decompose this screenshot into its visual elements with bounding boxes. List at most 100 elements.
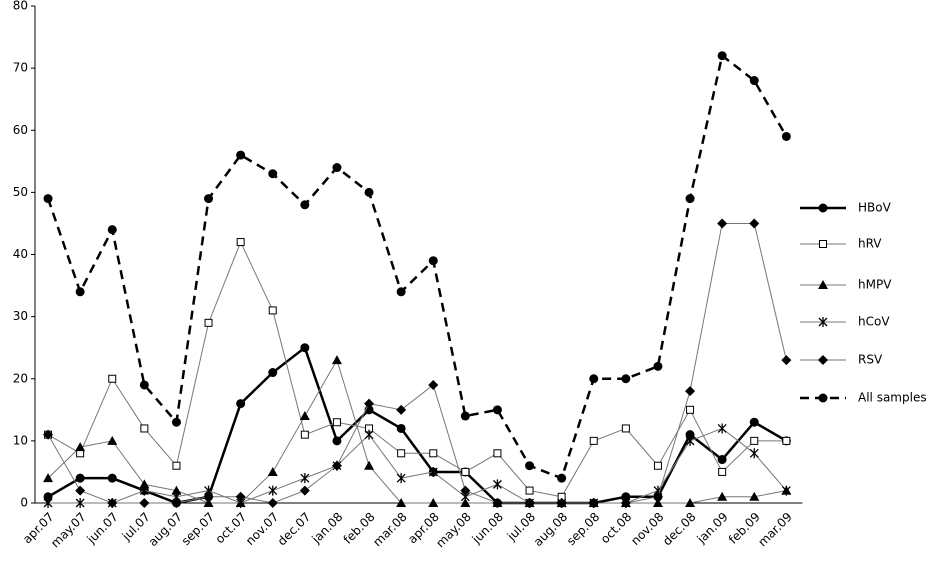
marker [107, 473, 117, 483]
marker [171, 498, 182, 508]
marker [749, 417, 759, 427]
marker [685, 435, 695, 446]
marker [299, 411, 310, 421]
marker [204, 318, 213, 327]
marker [203, 498, 214, 507]
series-line [48, 427, 787, 504]
marker [396, 473, 406, 484]
marker [653, 361, 663, 371]
marker [685, 386, 696, 397]
marker [139, 498, 150, 508]
marker [428, 498, 439, 507]
marker [300, 430, 309, 439]
legend-marker [818, 393, 828, 403]
marker [364, 429, 374, 440]
marker [332, 418, 341, 427]
legend-marker [818, 203, 828, 213]
marker [267, 466, 278, 476]
marker [492, 498, 503, 508]
marker [75, 473, 85, 483]
x-tick-label: jan.08 [309, 510, 346, 547]
marker [332, 163, 342, 173]
marker [652, 491, 663, 502]
x-tick-label: aug.07 [146, 510, 185, 549]
series-line [46, 53, 788, 480]
legend-marker [818, 280, 828, 289]
marker [717, 51, 727, 61]
marker [331, 460, 342, 471]
marker [717, 218, 728, 229]
marker [717, 423, 727, 434]
x-tick-label: dec.07 [275, 510, 314, 549]
marker [107, 435, 118, 445]
legend-label: hCoV [858, 315, 890, 329]
marker [428, 466, 438, 477]
marker [524, 498, 535, 508]
x-tick-label: nov.07 [243, 510, 281, 548]
marker [749, 491, 760, 501]
x-tick-label: oct.07 [213, 510, 250, 547]
marker [171, 485, 182, 495]
x-tick-label: may.07 [48, 510, 89, 551]
marker [621, 374, 631, 384]
marker [203, 491, 214, 502]
marker [556, 498, 567, 508]
y-tick-label: 70 [13, 61, 28, 75]
marker [139, 380, 149, 390]
marker [236, 399, 246, 409]
legend: HBoV hRV hMPV hCoV RSV All samples [800, 201, 927, 405]
x-tick-label: jun.07 [84, 510, 121, 547]
marker [396, 423, 406, 433]
marker [300, 200, 310, 210]
marker [268, 306, 277, 315]
legend-label: All samples [858, 391, 927, 405]
marker [525, 461, 535, 471]
marker [428, 379, 439, 390]
marker [139, 479, 150, 489]
marker [43, 498, 53, 508]
legend-marker [819, 240, 827, 248]
x-tick-label: aug.08 [531, 510, 570, 549]
marker [268, 368, 278, 378]
y-tick-label: 0 [20, 496, 28, 510]
marker [267, 498, 278, 508]
marker [781, 485, 791, 496]
marker [235, 491, 246, 502]
marker [75, 287, 85, 297]
marker [782, 436, 791, 445]
legend-label: hRV [858, 237, 882, 251]
marker [107, 498, 118, 508]
marker [428, 256, 438, 266]
marker [621, 492, 631, 502]
marker [364, 187, 374, 197]
marker [685, 498, 696, 507]
marker [492, 479, 502, 490]
marker [429, 449, 438, 458]
x-tick-label: sep.07 [179, 510, 217, 548]
marker [717, 455, 727, 465]
marker [685, 194, 695, 204]
marker [236, 150, 246, 160]
marker [686, 405, 695, 414]
marker [588, 498, 599, 508]
marker [460, 411, 470, 421]
marker [396, 498, 407, 507]
x-tick-label: mar.09 [755, 510, 795, 550]
y-tick-label: 30 [13, 309, 28, 323]
marker [396, 287, 406, 297]
marker [397, 449, 406, 458]
marker [139, 485, 149, 496]
marker [43, 473, 54, 483]
marker [621, 424, 630, 433]
marker [43, 429, 54, 440]
marker [781, 131, 791, 141]
series-line [47, 345, 787, 505]
marker [749, 448, 759, 459]
legend-label: hMPV [858, 278, 892, 292]
series-line [47, 222, 787, 504]
legend-marker [818, 317, 828, 327]
y-tick-label: 40 [13, 247, 28, 261]
marker [268, 169, 278, 179]
x-tick-label: oct.08 [598, 510, 635, 547]
